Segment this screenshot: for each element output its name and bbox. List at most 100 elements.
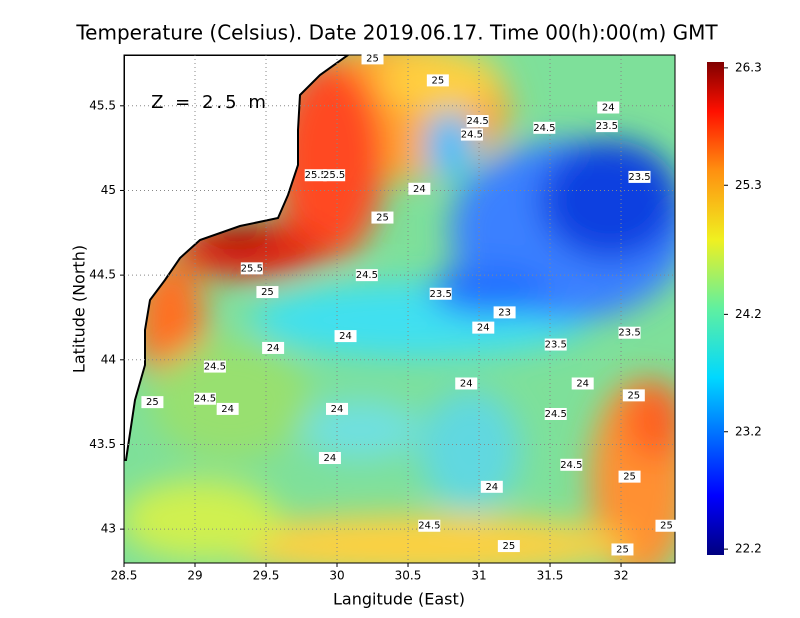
contour-label-bg (141, 396, 164, 409)
contour-label: 25 (616, 544, 629, 555)
contour-label: 23.5 (545, 340, 567, 351)
contour-label: 24 (339, 331, 352, 342)
x-tick-label: 29.5 (253, 569, 280, 583)
contour-label-bg (418, 519, 441, 532)
contour-label-bg (618, 326, 641, 339)
contour-label-bg (597, 101, 620, 114)
contour-label-bg (618, 470, 641, 483)
contour-label: 24 (477, 323, 490, 334)
contour-label-bg (426, 74, 449, 87)
y-tick-label: 43 (101, 522, 116, 536)
contour-label-bg (466, 115, 489, 128)
contour-label-bg (262, 341, 285, 354)
contour-label-bg (472, 321, 495, 334)
contour-label: 25 (660, 521, 673, 532)
y-tick-label: 43.5 (89, 437, 116, 451)
contour-label-bg (595, 120, 618, 133)
contour-label: 24.5 (418, 521, 440, 532)
contour-label: 24.5 (560, 460, 582, 471)
colorbar-tick-label: 22.2 (735, 542, 762, 556)
contour-label-bg (628, 170, 651, 183)
contour-label: 24 (221, 404, 234, 415)
contour-label-bg (318, 452, 341, 465)
x-tick-label: 31.5 (537, 569, 564, 583)
x-axis-label: Langitude (East) (333, 590, 465, 609)
contour-label-bg (622, 389, 645, 402)
contour-label: 24 (485, 482, 498, 493)
contour-label: 24.5 (194, 394, 216, 405)
contour-label: 24.5 (533, 123, 555, 134)
contour-label-bg (216, 402, 239, 415)
contour-label-bg (455, 377, 478, 390)
contour-label: 24.5 (356, 270, 378, 281)
contour-label: 24.5 (204, 362, 226, 373)
contour-label-bg (240, 262, 263, 275)
contour-label-bg (560, 458, 583, 471)
contour-label-bg (544, 338, 567, 351)
contour-label: 23.5 (430, 289, 452, 300)
contour-label: 24.5 (461, 130, 483, 141)
contour-label-bg (355, 269, 378, 282)
contour-label: 25 (146, 397, 159, 408)
contour-label: 24 (267, 343, 280, 354)
plot-frame (123, 54, 676, 564)
contour-label: 25 (502, 541, 515, 552)
contour-label-bg (256, 286, 279, 299)
contour-label: 25 (376, 213, 389, 224)
contour-label: 24 (460, 379, 473, 390)
contour-label: 24 (331, 404, 344, 415)
y-tick-label: 45.5 (89, 98, 116, 112)
contour-label: 25 (366, 53, 379, 64)
contour-label-bg (371, 211, 394, 224)
contour-label: 24 (324, 453, 337, 464)
contour-label: 23.5 (628, 172, 650, 183)
x-tick-label: 30 (329, 569, 344, 583)
contour-label-bg (533, 121, 556, 134)
depth-annotation: Z = 2.5 m (151, 92, 269, 113)
y-axis-label: Latitude (North) (70, 245, 89, 373)
contour-label: 24 (413, 184, 426, 195)
y-tick-label: 44.5 (89, 268, 116, 282)
contour-label-bg (544, 407, 567, 420)
contour-label: 23 (498, 307, 511, 318)
y-tick-label: 44 (101, 352, 116, 366)
contour-label: 25 (261, 287, 274, 298)
x-tick-label: 32 (613, 569, 628, 583)
colorbar (707, 62, 724, 555)
contour-label-bg (611, 543, 634, 556)
contour-label: 23.5 (618, 328, 640, 339)
contour-label-bg (493, 306, 516, 319)
contour-label-bg (326, 402, 349, 415)
x-tick-label: 31 (471, 569, 486, 583)
contour-label-bg (323, 169, 346, 182)
contour-label: 24.5 (545, 409, 567, 420)
map-title: Temperature (Celsius). Date 2019.06.17. … (75, 21, 718, 45)
colorbar-tick-label: 25.3 (735, 178, 762, 192)
contour-label-bg (408, 182, 431, 195)
x-tick-label: 28.5 (111, 569, 138, 583)
contour-label: 25.5 (323, 170, 345, 181)
contour-label-bg (480, 480, 503, 493)
contour-label-bg (460, 128, 483, 141)
contour-label-bg (193, 392, 216, 405)
contour-label: 25 (627, 390, 640, 401)
contour-label: 25 (623, 472, 636, 483)
contour-label-bg (571, 377, 594, 390)
contour-label: 24 (602, 102, 615, 113)
y-tick-label: 45 (101, 183, 116, 197)
land (124, 55, 350, 461)
x-tick-label: 30.5 (395, 569, 422, 583)
contour-label-bg (203, 360, 226, 373)
contour-label: 24.5 (466, 116, 488, 127)
contour-label-bg (334, 330, 357, 343)
x-tick-label: 29 (187, 569, 202, 583)
contour-label-bg (361, 52, 384, 65)
contour-label: 25 (431, 75, 444, 86)
temperature-field (124, 55, 675, 563)
contour-label: 23.5 (596, 121, 618, 132)
contour-label-bg (429, 287, 452, 300)
contour-label: 25.5 (241, 263, 263, 274)
contour-label: 25.5 (305, 170, 327, 181)
contour-label: 24 (576, 379, 589, 390)
